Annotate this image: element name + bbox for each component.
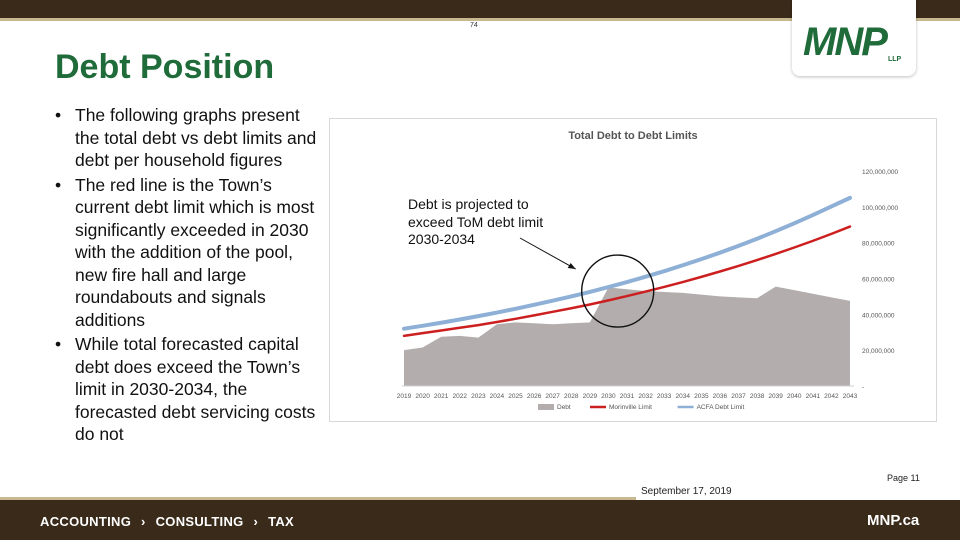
x-tick-label: 2027 [545, 393, 560, 400]
y-tick-label: 120,000,000 [862, 169, 899, 176]
chart-title: Total Debt to Debt Limits [568, 130, 697, 142]
x-tick-label: 2034 [676, 393, 691, 400]
y-tick-label: - [862, 384, 864, 391]
y-tick-label: 60,000,000 [862, 277, 895, 284]
callout-circle [581, 254, 655, 328]
x-tick-label: 2042 [824, 393, 839, 400]
x-tick-label: 2026 [527, 393, 542, 400]
legend-label-debt: Debt [557, 404, 571, 411]
x-tick-label: 2041 [806, 393, 821, 400]
bullet-item: While total forecasted capital debt does… [55, 333, 325, 446]
x-tick-label: 2020 [415, 393, 430, 400]
x-tick-label: 2031 [620, 393, 635, 400]
debt-chart: Total Debt to Debt Limits - 20,000,000 40,0… [329, 118, 937, 422]
x-tick-label: 2032 [638, 393, 653, 400]
footer-accounting: ACCOUNTING [40, 514, 132, 529]
top-bar [0, 0, 960, 18]
x-tick-label: 2028 [564, 393, 579, 400]
x-tick-label: 2038 [750, 393, 765, 400]
footer-tax: TAX [268, 514, 294, 529]
x-tick-label: 2039 [768, 393, 783, 400]
legend-label-acfa-debt-limit: ACFA Debt Limit [697, 404, 745, 411]
presentation-date: September 17, 2019 [641, 486, 732, 497]
mnp-logo-llp: LLP [888, 56, 902, 63]
slide-number-top: 74 [470, 22, 478, 29]
logo-box [792, 0, 916, 76]
x-tick-label: 2019 [397, 393, 412, 400]
chart-annotation: Debt is projected to exceed ToM debt lim… [408, 196, 544, 247]
chevron-right-icon: › [253, 514, 259, 529]
x-tick-label: 2021 [434, 393, 449, 400]
x-tick-label: 2023 [471, 393, 486, 400]
x-tick-label: 2040 [787, 393, 802, 400]
x-tick-label: 2030 [601, 393, 616, 400]
y-tick-label: 40,000,000 [862, 312, 895, 319]
top-stripe [0, 18, 960, 21]
series-line-acfa-debt-limit [402, 195, 852, 331]
page-title: Debt Position [55, 48, 275, 86]
debt-chart-svg: Total Debt to Debt Limits - 20,000,000 40,0… [397, 130, 899, 411]
page-number: Page 11 [887, 473, 920, 483]
x-tick-label: 2022 [453, 393, 468, 400]
y-tick-label: 20,000,000 [862, 348, 895, 355]
bullet-item: The following graphs present the total d… [55, 104, 325, 172]
footer-consulting: CONSULTING [155, 514, 244, 529]
legend-label-morinville-limit: Morinville Limit [609, 404, 652, 411]
y-tick-label: 80,000,000 [862, 241, 895, 248]
x-tick-label: 2024 [490, 393, 505, 400]
legend-swatch-debt [538, 404, 554, 410]
x-tick-label: 2037 [731, 393, 746, 400]
footer-divider [0, 497, 636, 500]
callout-arrowhead [567, 263, 576, 270]
x-tick-label: 2035 [694, 393, 709, 400]
footer-service-nav: ACCOUNTING › CONSULTING › TAX [40, 514, 300, 529]
x-tick-label: 2025 [508, 393, 523, 400]
series-line-morinville-limit [402, 225, 852, 338]
y-tick-label: 100,000,000 [862, 205, 899, 212]
bullet-list: The following graphs present the total d… [55, 104, 325, 448]
x-tick-label: 2043 [843, 393, 858, 400]
x-tick-label: 2029 [583, 393, 598, 400]
x-tick-label: 2036 [713, 393, 728, 400]
x-tick-label: 2033 [657, 393, 672, 400]
series-area-debt [404, 286, 850, 386]
bullet-item: The red line is the Town’s current debt … [55, 174, 325, 332]
bottom-bar [0, 500, 960, 540]
footer-website: MNP.ca [867, 512, 920, 529]
chevron-right-icon: › [141, 514, 146, 529]
callout-arrow-line [519, 237, 576, 270]
mnp-logo: MNP [803, 20, 888, 64]
